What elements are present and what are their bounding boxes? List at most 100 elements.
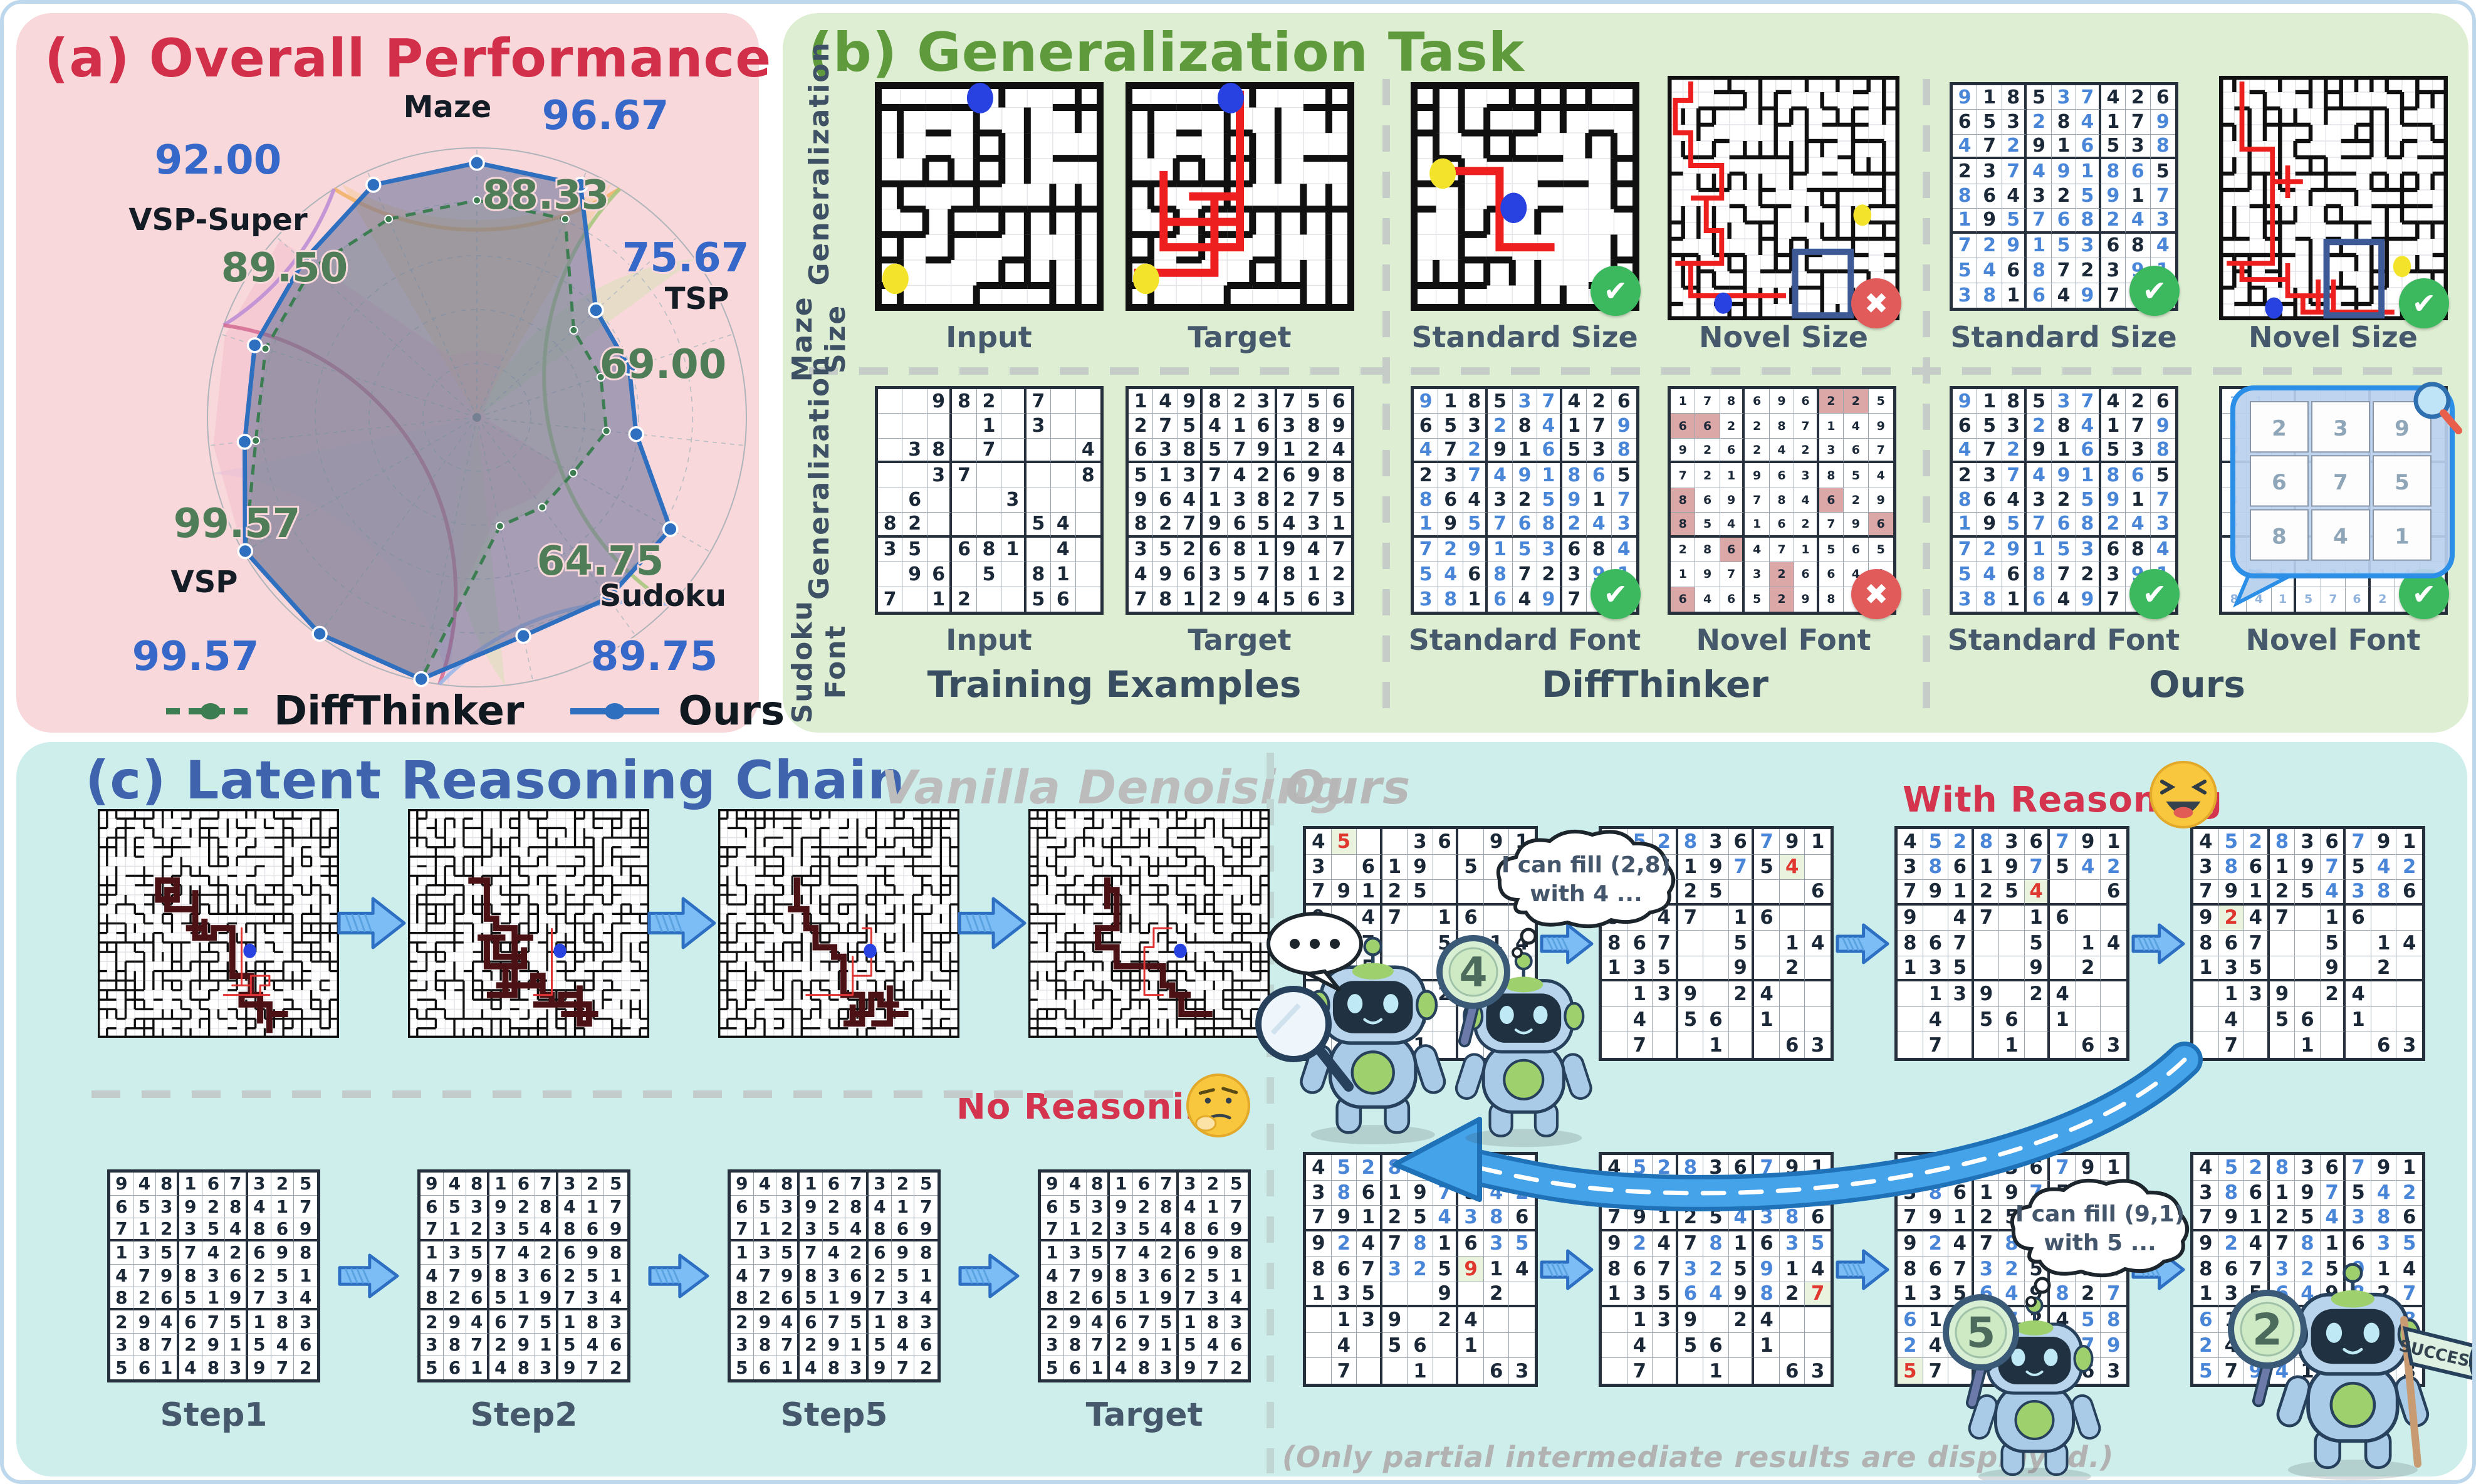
cell: 7 — [156, 1333, 179, 1357]
digit: 7 — [2107, 1282, 2121, 1305]
dashed-divider — [1382, 79, 1390, 709]
cell: 6 — [1302, 587, 1327, 612]
cell: 4 — [2002, 488, 2027, 513]
cell — [1779, 981, 1805, 1007]
digit: 3 — [1444, 464, 1458, 487]
digit: 6 — [780, 1287, 793, 1309]
cell — [1458, 880, 1484, 906]
cell — [902, 587, 927, 612]
cell: 9 — [1408, 854, 1433, 880]
cell: 8 — [2126, 233, 2151, 259]
cell — [1703, 931, 1729, 956]
thought-text: with 5 ... — [2044, 1230, 2156, 1256]
cell: 7 — [1110, 1241, 1133, 1265]
cell: 4 — [535, 1218, 558, 1242]
digit: 5 — [1983, 111, 1997, 133]
digit: 1 — [1983, 86, 1997, 108]
cell: 6 — [1953, 110, 1978, 135]
cell: 4 — [1227, 463, 1253, 488]
digit: 4 — [1928, 1334, 1943, 1357]
digit: 7 — [2275, 1232, 2289, 1255]
cell: 9 — [1678, 981, 1704, 1007]
digit: 9 — [2005, 855, 2019, 879]
digit: 3 — [2131, 439, 2144, 461]
digit: 2 — [115, 1311, 128, 1332]
digit: 4 — [2005, 1282, 2019, 1305]
cell: 4 — [2027, 159, 2052, 184]
cell: 6 — [1458, 1231, 1484, 1257]
digit: 9 — [2081, 1156, 2095, 1179]
cell: 4 — [1745, 537, 1770, 563]
cell — [2101, 906, 2126, 931]
cell: 2 — [581, 1173, 605, 1196]
legend-item: Ours — [568, 688, 785, 734]
digit: 4 — [1801, 493, 1810, 507]
cell: 3 — [1512, 389, 1538, 414]
digit: 2 — [1567, 513, 1581, 535]
cell: 3 — [1153, 438, 1178, 464]
cell: 8 — [1587, 537, 1612, 563]
digit: 8 — [1090, 1173, 1104, 1194]
digit: 6 — [2403, 1206, 2416, 1229]
digit: 4 — [1183, 489, 1196, 511]
cell: 8 — [1602, 1257, 1627, 1282]
digit: 4 — [2156, 538, 2170, 561]
cell: 8 — [2051, 110, 2077, 135]
cell: 6 — [444, 1356, 467, 1379]
digit: 3 — [494, 1218, 507, 1240]
cell: 3 — [2396, 1032, 2422, 1058]
cell: 4 — [133, 1173, 157, 1196]
cell: 3 — [2218, 1282, 2245, 1308]
cell: 1 — [1110, 1173, 1133, 1196]
digit: 9 — [1801, 592, 1810, 607]
cell: 1 — [1898, 1282, 1923, 1308]
cell: 4 — [1075, 439, 1100, 464]
digit: 6 — [1115, 1311, 1127, 1332]
digit: 6 — [2325, 830, 2339, 853]
cell: 2 — [1252, 463, 1277, 488]
digit: 9 — [2199, 906, 2213, 929]
cell: 6 — [1923, 931, 1949, 956]
ours-header: Ours — [1285, 761, 1411, 815]
cell: 5 — [1252, 513, 1277, 538]
cell: 7 — [110, 1218, 133, 1242]
cell: 1 — [1357, 880, 1382, 906]
cell: 5 — [1357, 1282, 1382, 1308]
cell: 6 — [1898, 1307, 1923, 1333]
digit: 9 — [849, 1287, 862, 1309]
cell: 2 — [1488, 414, 1513, 439]
cell — [1382, 1358, 1408, 1384]
digit: 9 — [2224, 1206, 2238, 1229]
cell: 1 — [1678, 854, 1704, 880]
digit: 5 — [1115, 1287, 1127, 1309]
cell: 4 — [1611, 538, 1636, 563]
digit: 2 — [1678, 542, 1687, 556]
cell: 7 — [1923, 1358, 1949, 1384]
digit: 1 — [1607, 956, 1621, 980]
cell: 8 — [1537, 513, 1562, 538]
cell: 2 — [2396, 1181, 2422, 1206]
digit: 2 — [1183, 538, 1196, 561]
digit: 2 — [1159, 1242, 1173, 1263]
digit: 3 — [2057, 86, 2071, 108]
digit: 1 — [1801, 542, 1810, 556]
digit: 5 — [1332, 489, 1345, 511]
digit: 8 — [1903, 1257, 1917, 1280]
cell: 3 — [1458, 1206, 1484, 1231]
digit: 4 — [1444, 563, 1458, 585]
cell: 8 — [1153, 587, 1178, 612]
digit: 5 — [1958, 259, 1972, 281]
digit: 2 — [160, 1218, 173, 1240]
digit: 9 — [1137, 1334, 1151, 1356]
digit: 2 — [2107, 855, 2121, 879]
cell: 4 — [294, 1287, 317, 1311]
cell: 4 — [845, 1218, 869, 1242]
digit: 8 — [539, 1196, 552, 1217]
cell: 2 — [2371, 956, 2397, 982]
digit: 4 — [2081, 415, 2094, 437]
cell: 2 — [1720, 414, 1745, 439]
digit: 6 — [2249, 855, 2263, 879]
digit: 4 — [184, 1357, 197, 1379]
digit: 4 — [1081, 439, 1095, 461]
